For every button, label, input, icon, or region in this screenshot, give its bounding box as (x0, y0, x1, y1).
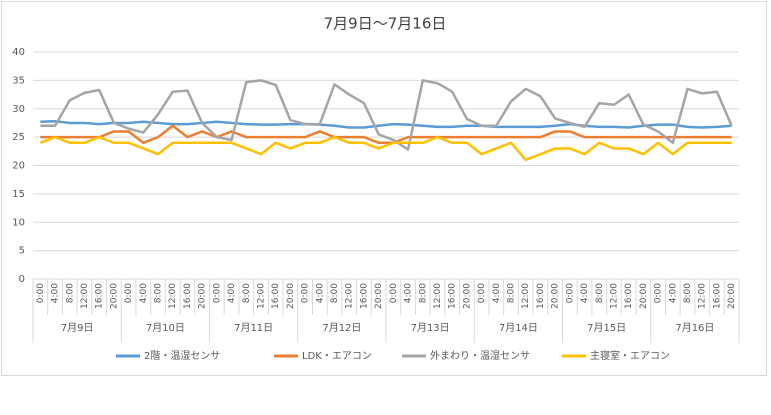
x-tick-label: 12:00 (80, 283, 90, 309)
x-tick-label: 4:00 (404, 283, 414, 303)
series-line (39, 135, 732, 162)
x-tick-label: 0:00 (124, 283, 134, 303)
x-tick-label: 0:00 (477, 283, 487, 303)
y-tick-label: 25 (12, 132, 25, 143)
x-tick-label: 20:00 (198, 283, 208, 309)
x-tick-label: 4:00 (51, 283, 61, 303)
y-tick-label: 10 (12, 217, 25, 228)
x-group-label: 7月12日 (322, 322, 361, 334)
y-tick-label: 30 (12, 104, 25, 115)
x-tick-label: 0:00 (654, 283, 664, 303)
x-tick-label: 4:00 (139, 283, 149, 303)
x-tick-label: 16:00 (448, 283, 458, 309)
x-tick-label: 0:00 (389, 283, 399, 303)
x-tick-label: 16:00 (183, 283, 193, 309)
x-tick-label: 20:00 (286, 283, 296, 309)
x-tick-label: 4:00 (668, 283, 678, 303)
x-tick-label: 12:00 (256, 283, 266, 309)
x-tick-label: 8:00 (65, 283, 75, 303)
x-tick-label: 20:00 (109, 283, 119, 309)
x-tick-label: 4:00 (580, 283, 590, 303)
x-group-label: 7月9日 (61, 322, 94, 334)
x-tick-label: 4:00 (492, 283, 502, 303)
series-line (40, 79, 733, 151)
legend-label: LDK・エアコン (302, 351, 372, 362)
x-tick-label: 12:00 (698, 283, 708, 309)
y-tick-label: 20 (12, 161, 25, 172)
x-tick-label: 16:00 (95, 283, 105, 309)
y-tick-label: 5 (19, 246, 25, 257)
x-tick-label: 4:00 (227, 283, 237, 303)
x-tick-label: 20:00 (727, 283, 737, 309)
x-group-label: 7月14日 (499, 322, 538, 334)
y-tick-label: 15 (12, 189, 25, 200)
x-tick-label: 12:00 (609, 283, 619, 309)
x-tick-label: 12:00 (433, 283, 443, 309)
legend-label: 外まわり・温湿センサ (430, 350, 530, 362)
x-tick-label: 0:00 (212, 283, 222, 303)
series-line (40, 124, 732, 145)
x-group-label: 7月11日 (234, 322, 273, 334)
x-group-label: 7月16日 (675, 322, 714, 334)
chart-frame (1, 1, 767, 376)
x-tick-label: 8:00 (154, 283, 164, 303)
x-group-label: 7月10日 (146, 322, 185, 334)
x-tick-label: 20:00 (551, 283, 561, 309)
x-tick-label: 8:00 (595, 283, 605, 303)
x-tick-label: 20:00 (462, 283, 472, 309)
legend-label: 2階・温湿センサ (144, 350, 220, 362)
x-tick-label: 16:00 (712, 283, 722, 309)
x-tick-label: 0:00 (565, 283, 575, 303)
x-tick-label: 20:00 (374, 283, 384, 309)
x-tick-label: 4:00 (315, 283, 325, 303)
chart-title: 7月9日～7月16日 (324, 15, 447, 33)
x-tick-label: 12:00 (521, 283, 531, 309)
x-tick-label: 16:00 (271, 283, 281, 309)
x-tick-label: 8:00 (418, 283, 428, 303)
x-tick-label: 8:00 (242, 283, 252, 303)
y-tick-label: 35 (12, 75, 25, 86)
x-tick-label: 8:00 (683, 283, 693, 303)
y-tick-label: 40 (12, 47, 25, 58)
x-group-label: 7月13日 (411, 322, 450, 334)
x-tick-label: 12:00 (168, 283, 178, 309)
x-tick-label: 0:00 (301, 283, 311, 303)
x-tick-label: 8:00 (507, 283, 517, 303)
x-tick-label: 16:00 (359, 283, 369, 309)
x-group-label: 7月15日 (587, 322, 626, 334)
x-tick-label: 16:00 (536, 283, 546, 309)
x-tick-label: 12:00 (345, 283, 355, 309)
y-tick-label: 0 (19, 274, 25, 285)
x-tick-label: 0:00 (36, 283, 46, 303)
series-line (40, 119, 732, 129)
legend-label: 主寝室・エアコン (590, 349, 670, 362)
x-tick-label: 16:00 (624, 283, 634, 309)
x-tick-label: 20:00 (639, 283, 649, 309)
x-tick-label: 8:00 (330, 283, 340, 303)
